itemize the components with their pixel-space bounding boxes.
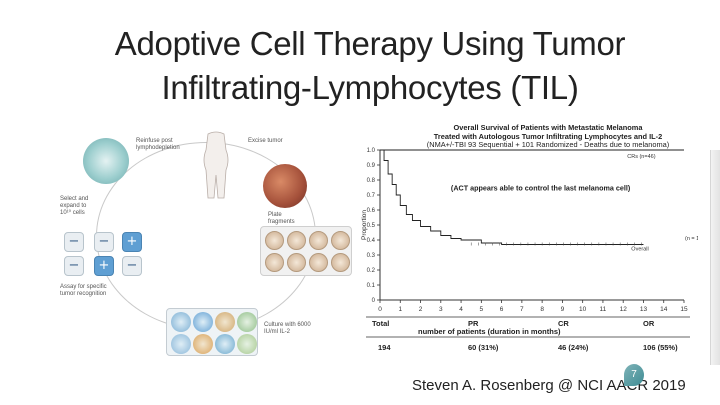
table-cell: 194: [378, 343, 391, 352]
x-tick-label: 12: [620, 306, 628, 313]
slide-title-line-2: Infiltrating-Lymphocytes (TIL): [161, 69, 579, 106]
y-tick-label: 0.6: [367, 208, 376, 214]
chart-title-line-2: Treated with Autologous Tumor Infiltrati…: [433, 131, 663, 141]
chart-title-line-3: (NMA+/-TBI 93 Sequential + 101 Randomize…: [426, 140, 670, 149]
y-tick-label: 0.2: [367, 268, 376, 274]
table-header: PR: [468, 319, 479, 328]
fragment-well: [287, 231, 306, 250]
table-header: Total: [372, 319, 389, 328]
fragment-well: [309, 231, 328, 250]
fragment-well: [309, 253, 328, 272]
til-process-diagram: Reinfuse post lymphodepletion Excise tum…: [58, 128, 358, 356]
x-tick-label: 5: [480, 306, 484, 313]
y-tick-label: 0.8: [367, 178, 376, 184]
culture-well: [215, 334, 235, 354]
survival-chart: Overall Survival of Patients with Metast…: [358, 120, 698, 355]
culture-label: Culture with 6000 IU/ml IL-2: [264, 322, 311, 335]
x-tick-label: 11: [600, 306, 607, 313]
cr-series-label: CRs (n=46): [627, 154, 655, 160]
overall-n-label: (n = 194): [685, 236, 698, 242]
x-tick-label: 8: [540, 306, 544, 313]
slide-footer: Steven A. Rosenberg @ NCI AACR 2019: [412, 377, 686, 394]
x-tick-label: 7: [520, 306, 524, 313]
fragment-well: [265, 253, 284, 272]
slide-title-line-1: Adoptive Cell Therapy Using Tumor: [114, 25, 626, 62]
fragment-well: [287, 253, 306, 272]
reinfuse-label: Reinfuse post lymphodepletion: [136, 138, 180, 151]
culture-well: [193, 334, 213, 354]
table-subheader: number of patients (duration in months): [418, 327, 561, 336]
fragment-well: [265, 231, 284, 250]
culture-well: [215, 312, 235, 332]
tumor-image: [263, 164, 307, 208]
slide-edge-ribbon: [710, 150, 720, 365]
page-number-badge: 7: [624, 364, 644, 386]
reinfuse-cells-dish: [83, 138, 129, 184]
x-tick-label: 15: [680, 306, 688, 313]
overall-series-label: Overall: [631, 247, 648, 253]
excise-label: Excise tumor: [248, 138, 283, 144]
chart-annotation: (ACT appears able to control the last me…: [451, 184, 631, 193]
slide-title: Adoptive Cell Therapy Using Tumor Infilt…: [40, 22, 700, 110]
y-tick-label: 0.5: [367, 223, 376, 229]
survival-curve-plot: 00.10.20.30.40.50.60.70.80.91.00 1 2 3 4 5 6 7 8…: [361, 148, 698, 352]
y-tick-label: 1.0: [367, 148, 376, 154]
assay-well-positive: +: [94, 256, 114, 276]
table-header: CR: [558, 319, 569, 328]
y-tick-label: 0.7: [367, 193, 376, 199]
table-cell: 60 (31%): [468, 343, 499, 352]
culture-well: [171, 334, 191, 354]
x-tick-label: 4: [459, 306, 463, 313]
assay-well-positive: +: [122, 232, 142, 252]
fragment-well: [331, 253, 350, 272]
table-cell: 106 (55%): [643, 343, 678, 352]
x-tick-label: 13: [640, 306, 648, 313]
culture-well: [171, 312, 191, 332]
table-cell: 46 (24%): [558, 343, 589, 352]
x-tick-label: 1: [398, 306, 402, 313]
y-tick-label: 0.3: [367, 253, 376, 259]
patient-figure-icon: [203, 131, 229, 199]
select-expand-label: Select and expand to 10¹⁰ cells: [60, 196, 89, 216]
x-tick-label: 3: [439, 306, 443, 313]
y-tick-label: 0: [372, 298, 376, 304]
assay-well: −: [64, 232, 84, 252]
culture-well: [237, 334, 257, 354]
x-tick-label: 9: [561, 306, 565, 313]
x-tick-label: 0: [378, 306, 382, 313]
culture-plate: [166, 308, 258, 356]
y-axis-label: Proportion: [361, 210, 368, 240]
assay-well: −: [64, 256, 84, 276]
overall-survival-line: [380, 149, 644, 245]
table-header: OR: [643, 319, 655, 328]
assay-well: −: [122, 256, 142, 276]
assay-well: −: [94, 232, 114, 252]
x-tick-label: 6: [500, 306, 504, 313]
culture-well: [237, 312, 257, 332]
y-tick-label: 0.4: [367, 238, 376, 244]
fragment-well: [331, 231, 350, 250]
culture-well: [193, 312, 213, 332]
assay-label: Assay for specific tumor recognition: [60, 284, 107, 297]
fragment-plate: [260, 226, 352, 276]
y-tick-label: 0.1: [367, 283, 376, 289]
x-tick-label: 10: [579, 306, 587, 313]
plate-fragments-label: Plate fragments: [268, 212, 295, 225]
x-tick-label: 14: [660, 306, 668, 313]
x-tick-label: 2: [419, 306, 423, 313]
chart-title: Overall Survival of Patients with Metast…: [398, 123, 698, 150]
y-tick-label: 0.9: [367, 163, 376, 169]
chart-title-line-1: Overall Survival of Patients with Metast…: [453, 123, 643, 132]
